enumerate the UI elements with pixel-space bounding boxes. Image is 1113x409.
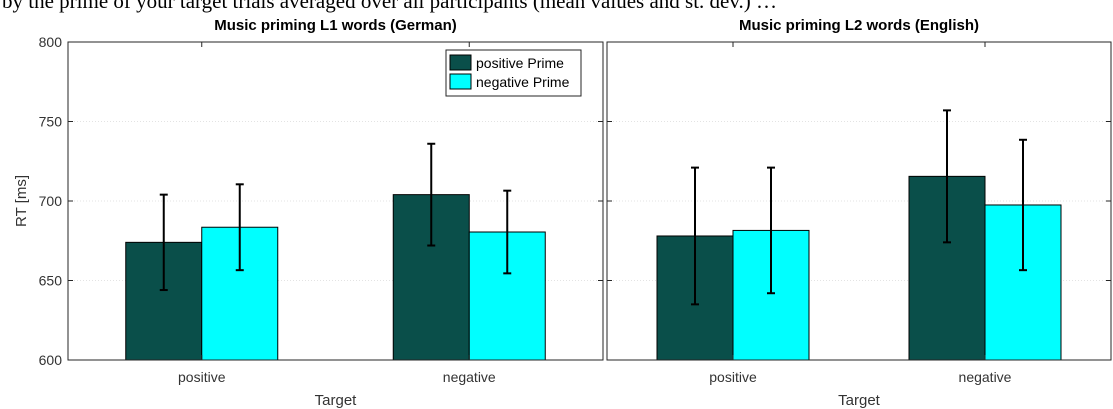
legend-label: negative Prime <box>476 74 570 90</box>
x-tick-label: positive <box>178 369 226 385</box>
legend-label: positive Prime <box>476 55 564 71</box>
legend-swatch <box>449 73 472 90</box>
caption-fragment: by the prime of your target trials avera… <box>0 0 1113 14</box>
chart-panel-2: positive negative Music priming L2 words (… <box>606 17 1112 409</box>
x-tick-label: positive <box>709 369 757 385</box>
chart-title: Music priming L1 words (German) <box>214 17 457 34</box>
legend-swatch <box>449 54 472 71</box>
chart-title: Music priming L2 words (English) <box>739 17 979 34</box>
x-axis-label: Target <box>838 392 881 409</box>
y-axis-label: RT [ms] <box>13 175 30 227</box>
y-tick-label: 650 <box>39 273 63 289</box>
chart-panel-1: 600 650 700 750 800 positive negative Music pri… <box>13 17 604 409</box>
y-tick-label: 700 <box>39 193 63 209</box>
caption-fragment-text: by the prime of your target trials avera… <box>2 0 777 13</box>
y-tick-label: 800 <box>39 34 63 50</box>
x-axis-label: Target <box>315 392 358 409</box>
legend: positive Prime negative Prime <box>445 49 582 97</box>
x-tick-label: negative <box>959 369 1012 385</box>
y-tick-label: 600 <box>39 352 63 368</box>
x-tick-label: negative <box>443 369 496 385</box>
y-tick-label: 750 <box>39 114 63 130</box>
